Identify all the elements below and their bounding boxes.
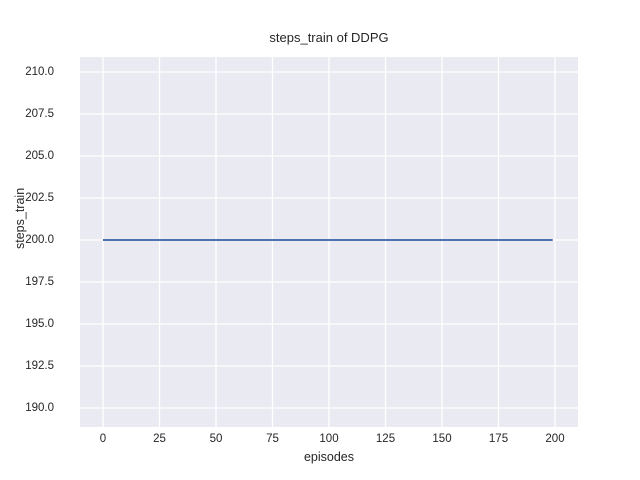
x-tick-label: 175: [488, 433, 509, 445]
x-tick-label: 75: [266, 433, 279, 445]
x-tick-label: 100: [319, 433, 339, 445]
x-tick-label: 0: [99, 433, 107, 445]
y-tick-label: 202.5: [25, 192, 54, 204]
y-tick-label: 190.0: [25, 402, 54, 414]
x-tick-label: 125: [375, 433, 396, 445]
x-axis-label: episodes: [303, 450, 355, 464]
x-tick-label: 200: [545, 433, 565, 445]
x-tick-label: 50: [209, 433, 223, 445]
y-axis-label: steps_train: [13, 187, 27, 249]
y-tick-label: 210.0: [25, 66, 54, 78]
y-tick-label: 205.0: [25, 150, 54, 162]
y-tick-label: 207.5: [25, 108, 54, 120]
plot-area: [80, 57, 578, 427]
y-tick-label: 195.0: [25, 318, 54, 330]
y-tick-label: 197.5: [25, 276, 54, 288]
plot-canvas: [80, 57, 578, 427]
x-tick-label: 25: [153, 433, 166, 445]
y-tick-label: 200.0: [25, 234, 54, 246]
x-tick-label: 150: [432, 433, 452, 445]
y-tick-label: 192.5: [25, 360, 54, 372]
chart-title: steps_train of DDPG: [269, 30, 389, 45]
